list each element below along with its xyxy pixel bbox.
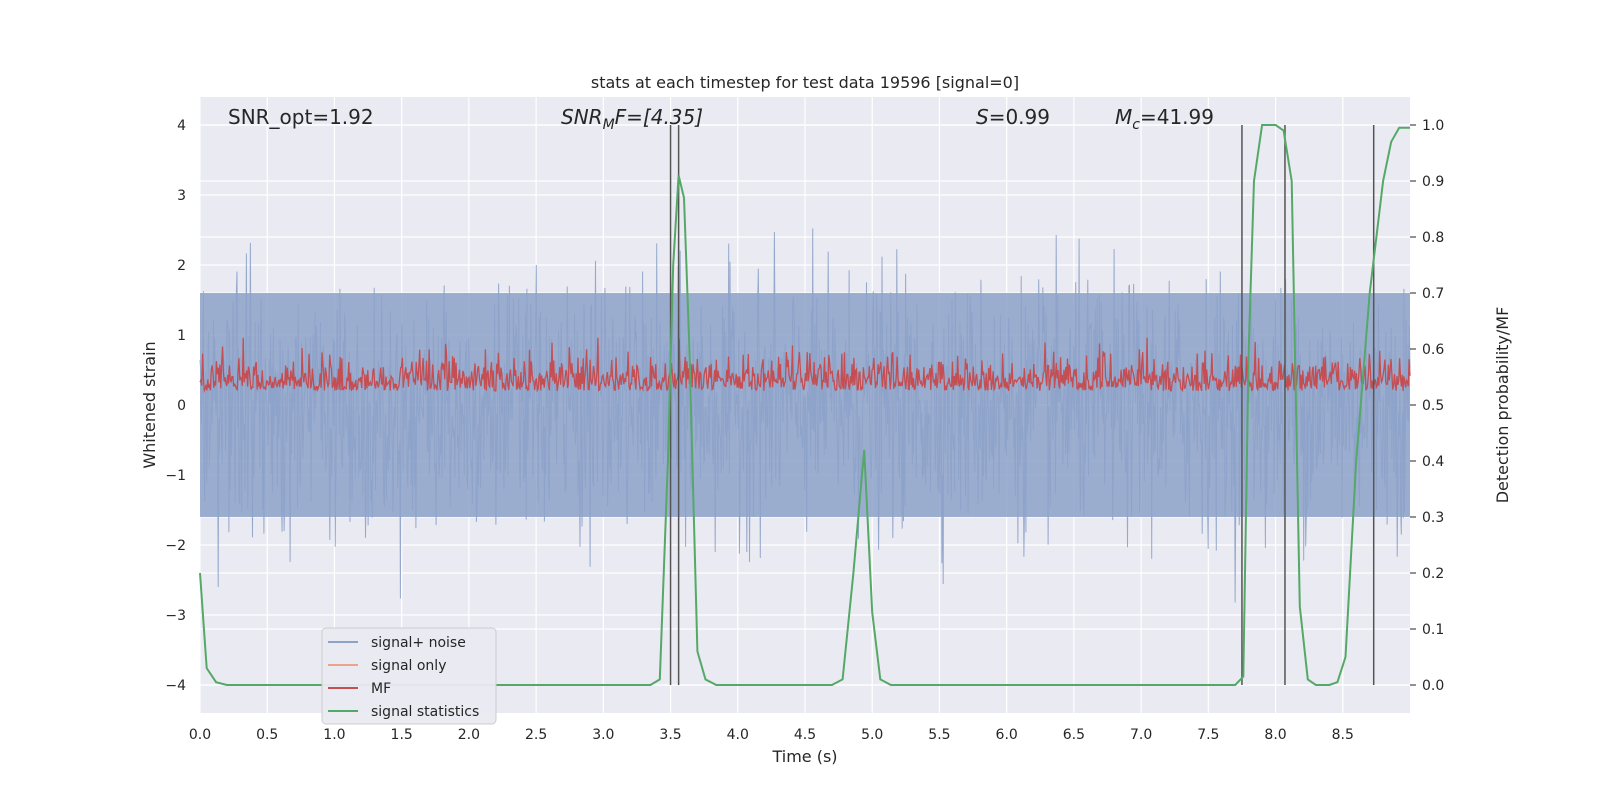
y-tick-label-right: 0.7 [1422,286,1444,302]
x-tick-label: 6.5 [1063,727,1085,743]
x-tick-label: 7.0 [1130,727,1152,743]
x-tick-label: 8.0 [1264,727,1286,743]
legend-label: signal+ noise [371,635,466,651]
y-tick-label-right: 0.9 [1422,174,1444,190]
legend-label: MF [371,681,391,697]
y-tick-label-right: 1.0 [1422,118,1444,134]
annotation-mc-value: =41.99 [1140,105,1214,129]
y-tick-label-right: 0.3 [1422,510,1444,526]
x-tick-label: 2.5 [525,727,547,743]
y-tick-label-right: 0.0 [1422,678,1444,694]
y-axis-label-left: Whitened strain [140,341,159,468]
series-signal-statistics [199,124,1410,686]
y-tick-label-right: 0.2 [1422,566,1444,582]
y-tick-label-left: 0 [177,398,186,414]
x-tick-label: 1.0 [323,727,345,743]
band-signal-plus-noise [200,293,1410,517]
legend-items: signal+ noise signal only MF signal statist… [328,635,479,720]
y-tick-label-left: −2 [165,538,186,554]
y-tick-label-right: 0.5 [1422,398,1444,414]
series-mf [199,337,1411,394]
line-signal-statistics [199,124,1410,686]
y-tick-label-right: 0.4 [1422,454,1444,470]
x-tick-label: 4.5 [794,727,816,743]
x-tick-label: 3.5 [659,727,681,743]
annotation-snr-mf-base: SNR [561,105,603,129]
chart-title: stats at each timestep for test data 195… [591,73,1019,92]
vertical-markers [669,125,1375,685]
annotation-mc-sub: c [1132,117,1140,133]
legend-label: signal only [371,658,446,674]
axis-ticks: 0.0 0.5 1.0 1.5 2.0 2.5 3.0 3.5 4.0 4.5 5.0 5.5 6.0 6… [165,118,1444,743]
line-mf [199,337,1411,394]
y-tick-label-left: 1 [177,328,186,344]
x-tick-label: 5.5 [928,727,950,743]
legend-box [321,627,497,725]
x-tick-label: 8.5 [1332,727,1354,743]
y-tick-label-left: −4 [165,678,186,694]
annotation-snr-mf-sub: M [603,117,615,133]
annotation-snr-opt: SNR_opt=1.92 [228,105,374,129]
x-tick-label: 3.0 [592,727,614,743]
annotation-mc: Mc=41.99 [1115,105,1214,133]
legend-label: signal statistics [371,704,479,720]
x-axis-label: Time (s) [771,747,837,766]
annotation-s-stat: S=0.99 [976,105,1050,129]
x-tick-label: 4.0 [727,727,749,743]
y-tick-label-right: 0.8 [1422,230,1444,246]
annotation-mc-var: M [1115,105,1132,129]
y-tick-label-left: 4 [177,118,186,134]
legend: signal+ noise signal only MF signal statist… [321,627,497,725]
x-tick-label: 0.5 [256,727,278,743]
y-tick-label-left: −3 [165,608,186,624]
y-tick-label-right: 0.1 [1422,622,1444,638]
series-signal-plus-noise [199,228,1411,603]
x-tick-label: 6.0 [996,727,1018,743]
y-tick-label-left: −1 [165,468,186,484]
x-tick-label: 7.5 [1197,727,1219,743]
x-tick-label: 1.5 [391,727,413,743]
annotation-snr-mf-rest: F=[4.35] [615,105,703,129]
x-tick-label: 2.0 [458,727,480,743]
y-tick-label-left: 2 [177,258,186,274]
annotation-s-var: S [976,105,989,129]
annotation-snr-mf: SNRMF=[4.35] [561,105,703,133]
y-tick-label-left: 3 [177,188,186,204]
y-tick-label-right: 0.6 [1422,342,1444,358]
y-axis-label-right: Detection probability/MF [1493,307,1512,504]
annotation-s-value: =0.99 [989,105,1050,129]
x-tick-label: 5.0 [861,727,883,743]
x-tick-label: 0.0 [189,727,211,743]
